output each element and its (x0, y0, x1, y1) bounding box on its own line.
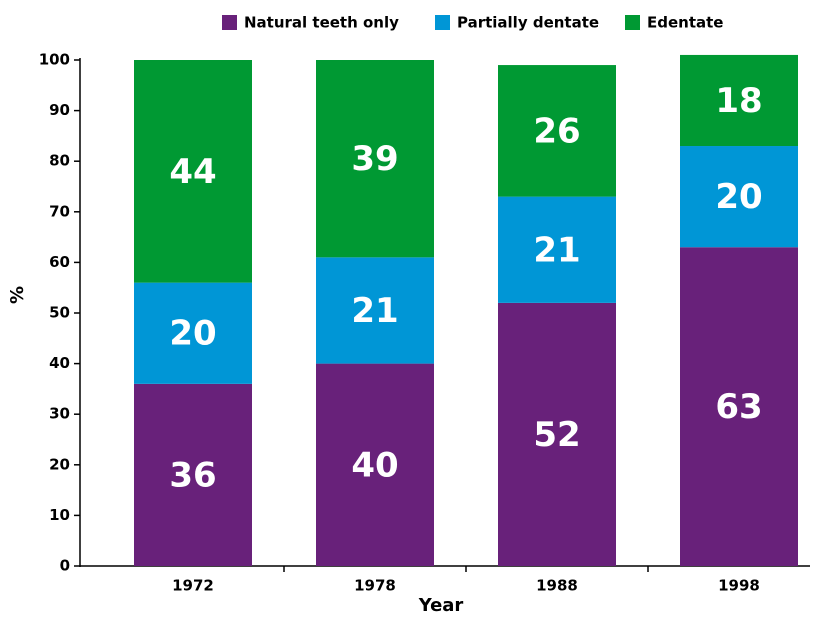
value-label: 44 (169, 152, 216, 192)
value-label: 36 (169, 455, 216, 495)
value-label: 63 (715, 387, 762, 427)
bar-segment (680, 54, 798, 147)
x-tick-label: 1988 (536, 577, 578, 595)
y-tick-label: 10 (49, 506, 70, 524)
y-tick-label: 20 (49, 455, 70, 473)
legend-swatch (435, 15, 450, 30)
y-tick-label: 100 (39, 51, 70, 69)
y-axis-label: % (7, 286, 28, 304)
bar-segment (498, 196, 616, 303)
bar-segment (498, 65, 616, 197)
y-tick-label: 40 (49, 354, 70, 372)
x-tick-label: 1972 (172, 577, 214, 595)
y-tick-label: 90 (49, 101, 70, 119)
value-label: 18 (715, 81, 762, 121)
value-label: 40 (351, 445, 398, 485)
bar-segment (680, 146, 798, 248)
bar-segment (134, 60, 252, 283)
bar-segment (316, 257, 434, 364)
legend-label: Natural teeth only (244, 14, 399, 32)
bar-segment (498, 302, 616, 566)
x-tick-label: 1978 (354, 577, 396, 595)
bar-segment (134, 282, 252, 384)
value-label: 26 (533, 111, 580, 151)
value-label: 21 (351, 291, 398, 331)
x-tick-label: 1998 (718, 577, 760, 595)
value-label: 52 (533, 415, 580, 455)
y-tick-label: 0 (60, 557, 70, 575)
legend-label: Edentate (647, 14, 723, 32)
y-tick-label: 80 (49, 152, 70, 170)
bar-segment (316, 363, 434, 566)
y-tick-label: 60 (49, 253, 70, 271)
x-axis-label: Year (418, 595, 464, 616)
legend-swatch (222, 15, 237, 30)
legend-swatch (625, 15, 640, 30)
y-tick-label: 30 (49, 405, 70, 423)
value-label: 20 (715, 177, 762, 217)
legend-label: Partially dentate (457, 14, 599, 32)
value-label: 21 (533, 230, 580, 270)
value-label: 20 (169, 314, 216, 354)
y-tick-label: 50 (49, 304, 70, 322)
bar-segment (316, 60, 434, 258)
value-label: 39 (351, 139, 398, 179)
bar-segment (134, 383, 252, 566)
bar-segment (680, 247, 798, 566)
y-tick-label: 70 (49, 202, 70, 220)
